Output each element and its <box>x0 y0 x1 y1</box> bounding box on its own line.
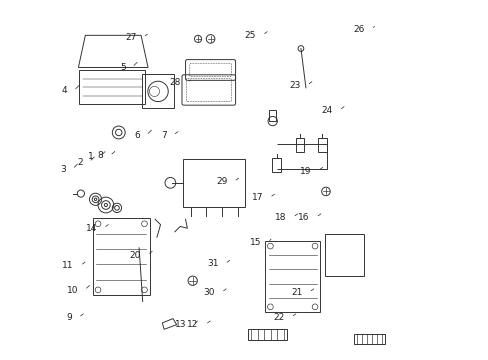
Text: 27: 27 <box>124 33 136 42</box>
Text: 6: 6 <box>134 131 140 140</box>
Text: 1: 1 <box>87 152 93 161</box>
Bar <box>93 219 149 295</box>
Bar <box>295 138 304 152</box>
Text: 11: 11 <box>62 261 74 270</box>
Text: 17: 17 <box>251 193 263 202</box>
Text: 23: 23 <box>288 81 300 90</box>
Text: 18: 18 <box>274 213 285 222</box>
Text: 14: 14 <box>85 224 97 233</box>
Bar <box>317 138 326 152</box>
Text: 8: 8 <box>98 151 103 160</box>
Text: 20: 20 <box>129 251 141 260</box>
Bar <box>272 158 281 172</box>
Text: 2: 2 <box>77 158 82 167</box>
Text: 3: 3 <box>60 165 66 174</box>
Text: 31: 31 <box>206 260 218 269</box>
Text: 10: 10 <box>66 285 78 294</box>
Text: 24: 24 <box>321 106 332 115</box>
Bar <box>268 111 276 121</box>
Text: 16: 16 <box>297 213 309 222</box>
Text: 26: 26 <box>353 25 364 34</box>
Text: 19: 19 <box>299 167 311 176</box>
Bar <box>324 234 363 276</box>
Bar <box>79 70 145 104</box>
Bar <box>183 159 245 207</box>
Text: 25: 25 <box>244 31 255 40</box>
Text: 12: 12 <box>187 320 198 329</box>
Text: 15: 15 <box>249 238 261 247</box>
Text: 5: 5 <box>120 63 125 72</box>
Text: 9: 9 <box>66 313 72 322</box>
Bar <box>247 329 286 340</box>
Text: 29: 29 <box>216 177 227 186</box>
Text: 21: 21 <box>290 288 302 297</box>
Text: 22: 22 <box>273 313 284 322</box>
Bar <box>354 334 384 344</box>
Text: 7: 7 <box>161 131 166 140</box>
Bar <box>264 241 320 312</box>
Bar <box>142 75 174 108</box>
Text: 30: 30 <box>203 288 214 297</box>
Text: 4: 4 <box>61 86 67 95</box>
Text: 13: 13 <box>174 320 186 329</box>
Text: 28: 28 <box>169 78 181 87</box>
